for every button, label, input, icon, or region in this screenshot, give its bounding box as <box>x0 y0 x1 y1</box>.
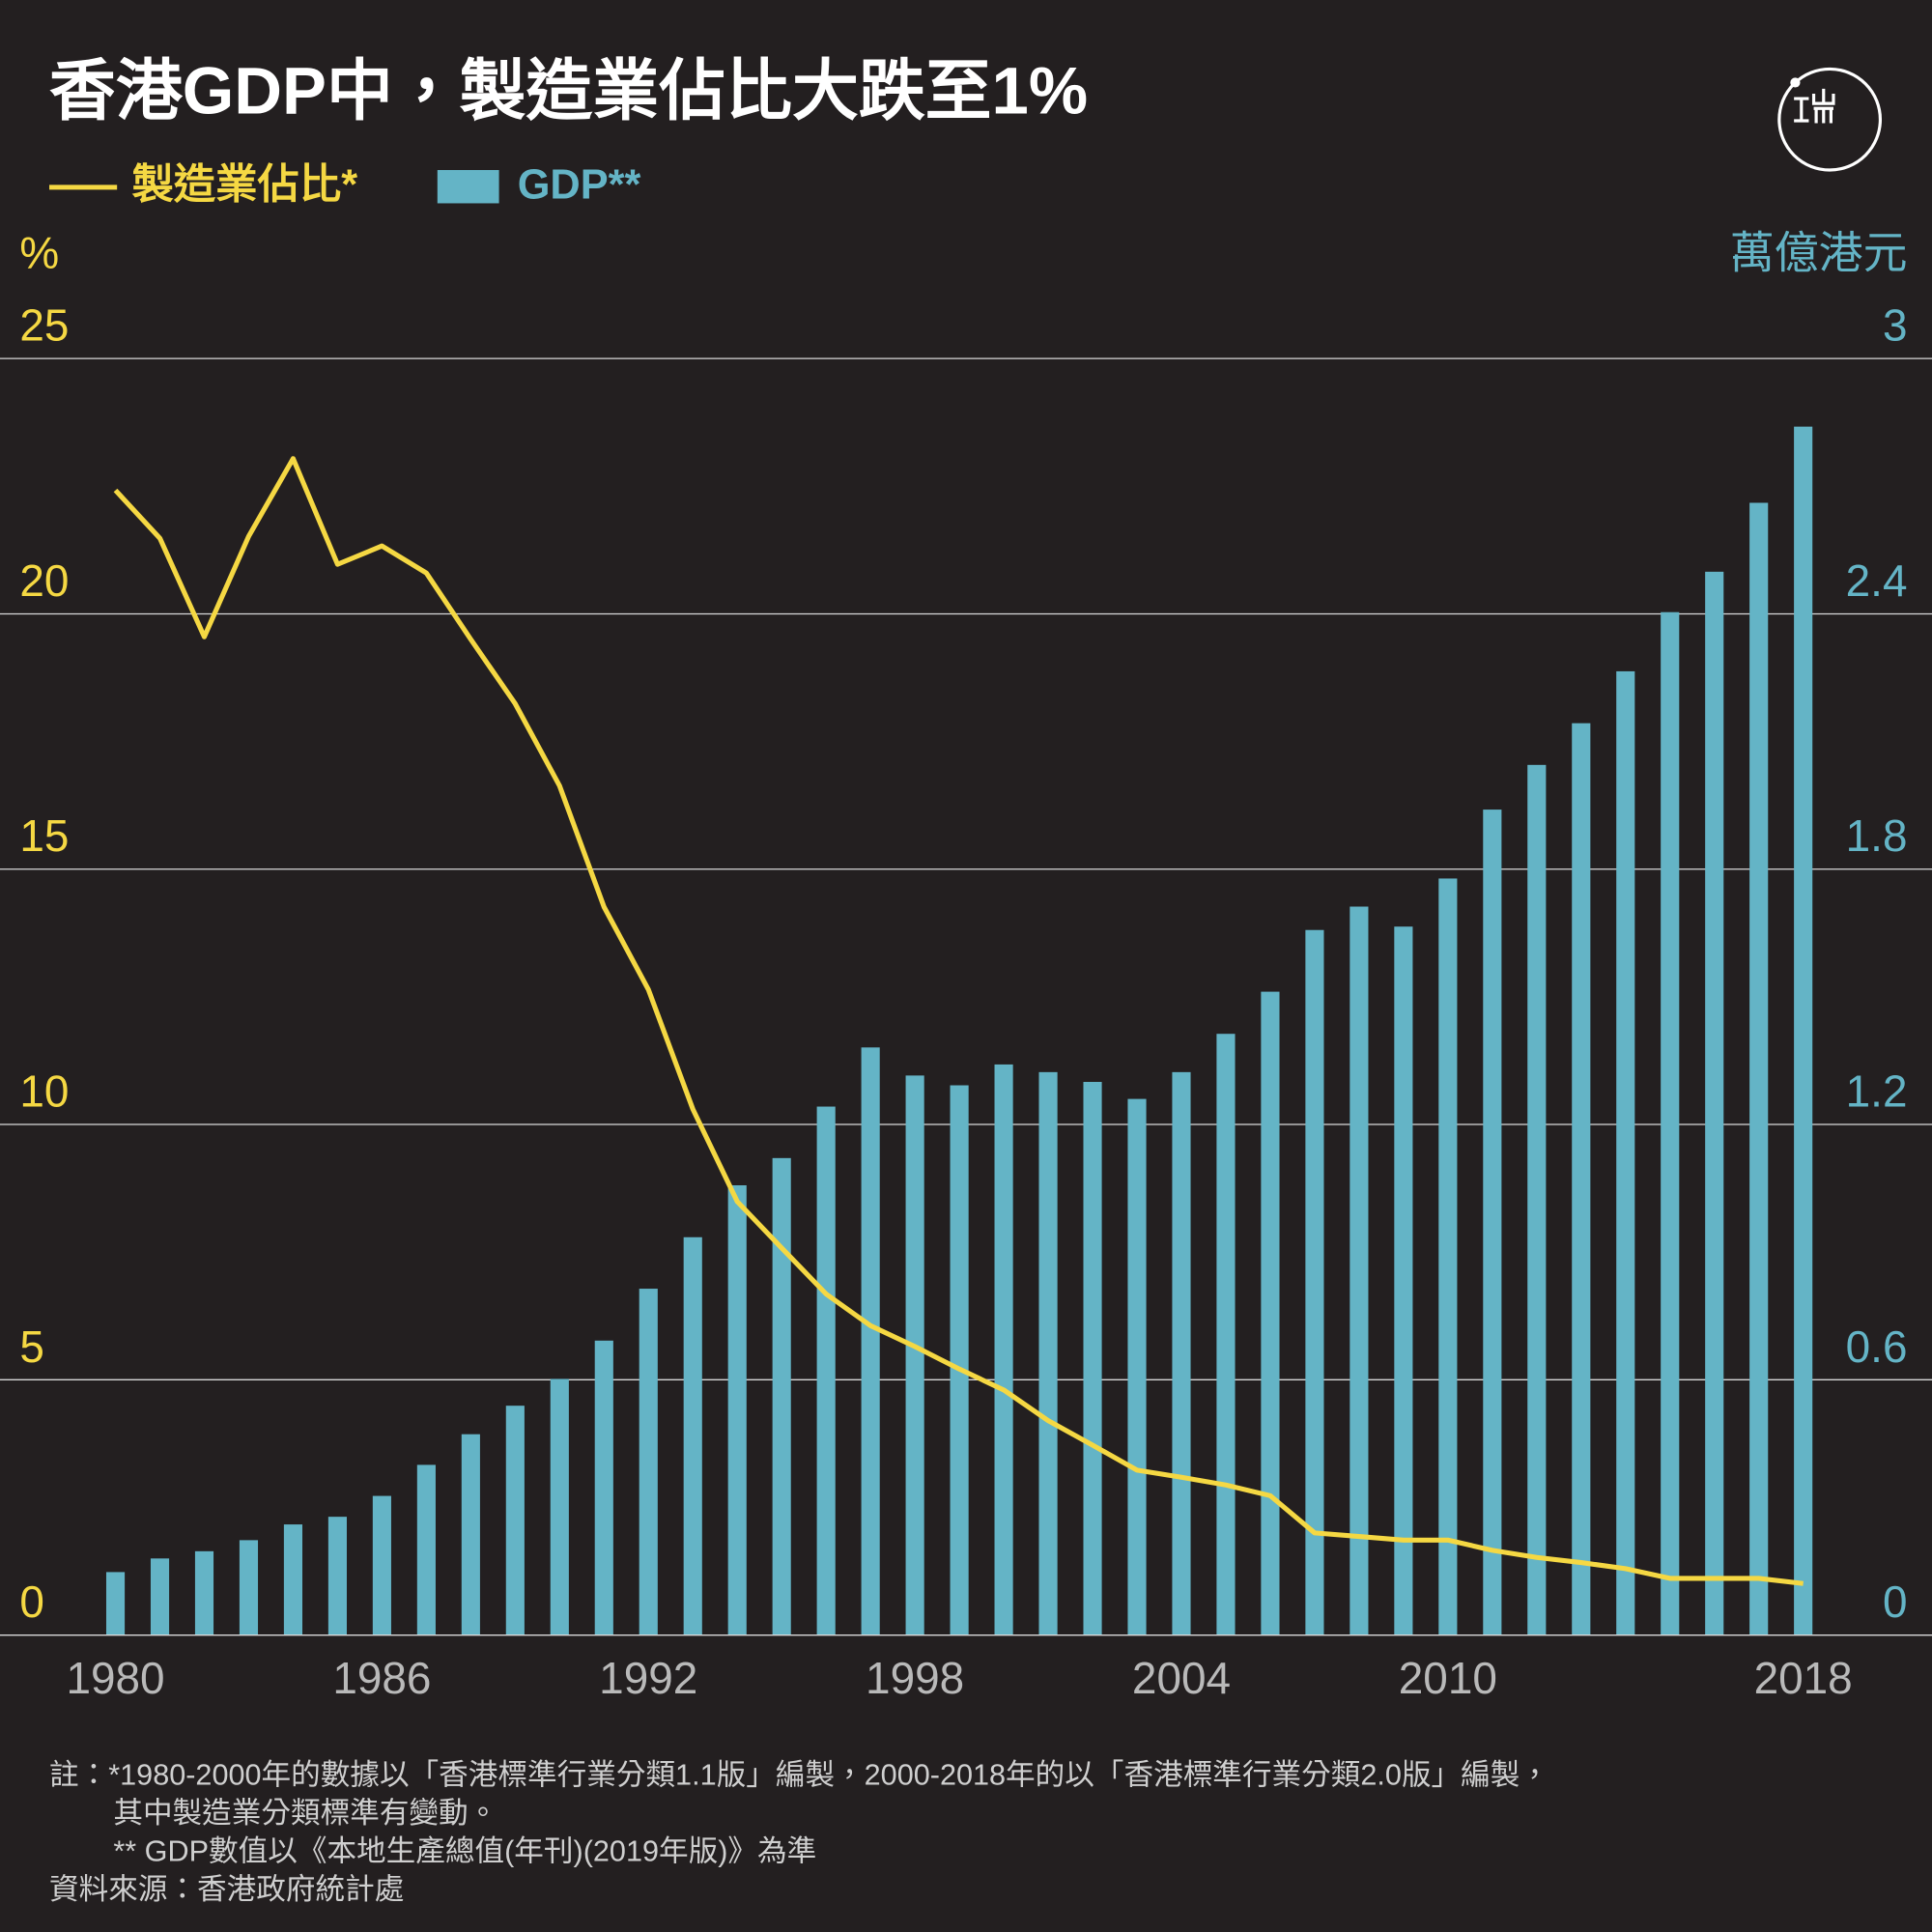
bar <box>505 1406 525 1635</box>
x-tick-label: 1986 <box>332 1653 431 1703</box>
note: 註：*1980-2000年的數據以「香港標準行業分類1.1版」編製，2000-2… <box>49 1758 1549 1791</box>
bar <box>327 1517 347 1635</box>
bar <box>1616 670 1635 1635</box>
y-tick-label: 15 <box>19 810 69 861</box>
bar <box>1394 926 1413 1635</box>
bar <box>150 1558 170 1635</box>
bar <box>1261 991 1280 1635</box>
x-tick-label: 1992 <box>599 1653 697 1703</box>
bar <box>594 1340 613 1635</box>
bar <box>683 1236 702 1635</box>
bar <box>372 1495 391 1635</box>
plot: 0 5 10 15 20 25 0 0.6 1.2 1.8 2.4 3 1980 1986 1992 1998… <box>0 300 1932 1703</box>
bar <box>1527 764 1547 1635</box>
legend-label: 製造業佔比* <box>131 161 357 208</box>
x-tick-label: 2004 <box>1132 1653 1231 1703</box>
y-tick-label: 25 <box>19 300 69 351</box>
bar <box>994 1064 1013 1635</box>
bar <box>194 1550 214 1635</box>
y2-tick-label: 2.4 <box>1846 555 1908 606</box>
bar <box>1661 611 1680 1635</box>
chart-title: 香港GDP中，製造業佔比大跌至1% <box>49 54 1088 128</box>
bar <box>1438 878 1458 1635</box>
x-tick-label: 2018 <box>1754 1653 1853 1703</box>
y2-tick-label: 1.2 <box>1846 1066 1908 1117</box>
bar <box>816 1106 836 1635</box>
line <box>113 456 1804 1586</box>
y2-tick-label: 0 <box>1883 1577 1908 1627</box>
y-axis-unit: % <box>19 227 59 277</box>
bar <box>550 1378 569 1635</box>
legend-swatch-bar <box>437 170 499 204</box>
bar <box>283 1524 303 1635</box>
bar <box>639 1289 658 1635</box>
y-tick-label: 0 <box>19 1577 44 1627</box>
x-tick-label: 1998 <box>866 1653 964 1703</box>
bar <box>1350 906 1369 1635</box>
bar <box>1172 1071 1191 1635</box>
y-tick-label: 10 <box>19 1066 69 1117</box>
bar <box>1083 1081 1102 1635</box>
bar <box>1305 929 1324 1635</box>
note: 其中製造業分類標準有變動。 <box>113 1797 497 1830</box>
bar <box>1038 1071 1058 1635</box>
x-tick-label: 1980 <box>66 1653 164 1703</box>
bar <box>950 1085 969 1635</box>
y2-axis-unit: 萬億港元 <box>1730 227 1908 277</box>
y-tick-label: 20 <box>19 555 69 606</box>
legend-label: GDP** <box>518 161 641 208</box>
logo <box>1777 67 1883 172</box>
x-tick-label: 2010 <box>1399 1653 1497 1703</box>
y-tick-label: 5 <box>19 1321 44 1372</box>
bar <box>772 1157 791 1635</box>
bar <box>105 1572 126 1635</box>
bar <box>1794 426 1813 1635</box>
bar <box>1127 1098 1147 1635</box>
bar <box>1749 502 1769 1635</box>
source: 資料來源：香港政府統計處 <box>49 1873 404 1906</box>
y2-tick-label: 3 <box>1883 300 1908 351</box>
bar <box>416 1464 436 1635</box>
bar <box>239 1540 259 1635</box>
bar <box>1483 810 1502 1635</box>
note: ** GDP數值以《本地生產總值(年刊)(2019年版)》為準 <box>113 1834 816 1867</box>
bar <box>727 1185 747 1635</box>
bar <box>1572 723 1591 1635</box>
y2-tick-label: 0.6 <box>1846 1321 1908 1372</box>
bar <box>1705 571 1724 1635</box>
bar <box>461 1434 480 1635</box>
bar <box>905 1075 924 1635</box>
bar <box>861 1047 880 1635</box>
bar <box>1216 1034 1236 1635</box>
y2-tick-label: 1.8 <box>1846 810 1908 861</box>
